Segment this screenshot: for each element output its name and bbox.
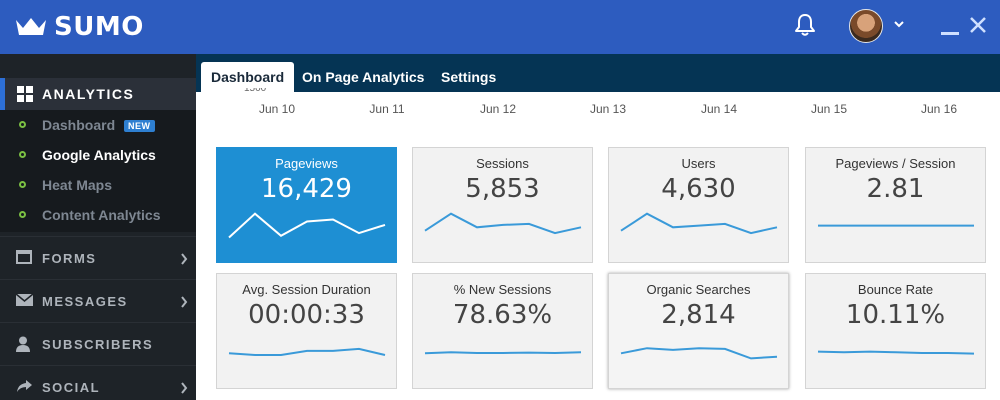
- axis-date-label: Jun 11: [369, 102, 405, 116]
- sidebar-item-label: SUBSCRIBERS: [42, 337, 154, 352]
- sidebar-item-forms[interactable]: FORMS: [0, 236, 196, 279]
- minimize-button[interactable]: [941, 32, 959, 35]
- sparkline: [620, 347, 778, 360]
- top-bar: SUMO: [0, 0, 1000, 54]
- sparkline: [228, 347, 386, 356]
- axis-cut-label: 1500: [244, 88, 266, 94]
- envelope-icon: [16, 293, 33, 306]
- sparkline-chart: [228, 212, 386, 239]
- sidebar-item-messages[interactable]: MESSAGES: [0, 279, 196, 322]
- sparkline: [228, 212, 386, 239]
- stat-card-title: Bounce Rate: [857, 282, 934, 297]
- tab-settings[interactable]: Settings: [441, 69, 497, 85]
- stat-card-users[interactable]: Users 4,630: [608, 147, 789, 263]
- sidebar-item-google-analytics[interactable]: Google Analytics: [0, 140, 196, 170]
- analytics-submenu: Dashboard NEW Google Analytics Heat Maps…: [0, 110, 196, 232]
- sparkline-chart: [424, 351, 582, 355]
- axis-date-label: Jun 10: [258, 102, 296, 116]
- new-badge: NEW: [124, 120, 155, 132]
- stat-card-avg-session-duration[interactable]: Avg. Session Duration 00:00:33: [216, 273, 397, 389]
- axis-date-label: Jun 13: [589, 102, 627, 116]
- sidebar-item-label: MESSAGES: [42, 294, 128, 309]
- stat-card-title: Pageviews / Session: [835, 156, 956, 171]
- bell-icon[interactable]: [794, 13, 816, 37]
- tab-dashboard[interactable]: Dashboard: [201, 62, 295, 92]
- sidebar-item-label: Google Analytics: [42, 147, 156, 163]
- sidebar-item-dashboard[interactable]: Dashboard NEW: [0, 110, 196, 140]
- stat-card-value: 4,630: [661, 174, 736, 204]
- stat-card-value: 78.63%: [452, 300, 553, 330]
- stat-card-value: 00:00:33: [248, 300, 365, 330]
- tab-on-page-analytics[interactable]: On Page Analytics: [302, 69, 425, 85]
- sparkline: [620, 212, 778, 235]
- sidebar-item-subscribers[interactable]: SUBSCRIBERS: [0, 322, 196, 365]
- stat-card-title: % New Sessions: [453, 282, 552, 297]
- sidebar-item-label: Content Analytics: [42, 207, 161, 223]
- sparkline-chart: [424, 212, 582, 235]
- sparkline: [817, 350, 975, 355]
- sumo-logo[interactable]: SUMO: [14, 12, 144, 42]
- sparkline-chart: [817, 350, 975, 355]
- stat-card-new-sessions[interactable]: % New Sessions 78.63%: [412, 273, 593, 389]
- sparkline-chart: [818, 224, 974, 227]
- sparkline-chart: [620, 212, 778, 235]
- sidebar-item-social[interactable]: SOCIAL: [0, 365, 196, 400]
- stat-card-value: 2.81: [866, 174, 925, 204]
- bullet-icon: [19, 181, 26, 188]
- bullet-icon: [19, 121, 26, 128]
- avatar[interactable]: [849, 9, 883, 43]
- axis-date-label: Jun 15: [810, 102, 848, 116]
- tab-bar: Dashboard On Page Analytics Settings: [196, 54, 1000, 92]
- stat-card-title: Pageviews: [275, 156, 338, 171]
- grid-icon: [17, 86, 33, 102]
- sidebar-item-label: FORMS: [42, 251, 97, 266]
- chevron-right-icon: [181, 253, 188, 265]
- stat-card-value: 2,814: [661, 300, 736, 330]
- stat-card-title: Organic Searches: [646, 282, 751, 297]
- crown-icon: [16, 18, 46, 35]
- stat-card-title: Avg. Session Duration: [242, 282, 371, 297]
- sidebar-item-analytics[interactable]: ANALYTICS: [0, 78, 196, 110]
- chevron-right-icon: [181, 382, 188, 394]
- sidebar-item-label: Dashboard: [42, 117, 116, 133]
- stat-card-sessions[interactable]: Sessions 5,853: [412, 147, 593, 263]
- sparkline-chart: [620, 347, 778, 360]
- stat-card-value: 10.11%: [845, 300, 946, 330]
- axis-date-label: Jun 12: [479, 102, 517, 116]
- sparkline-chart: [228, 347, 386, 356]
- stat-card-title: Sessions: [476, 156, 529, 171]
- axis-date-label: Jun 16: [920, 102, 958, 116]
- close-icon[interactable]: [969, 16, 987, 34]
- bullet-icon: [19, 211, 26, 218]
- user-icon: [16, 336, 30, 352]
- sparkline: [424, 212, 582, 235]
- stat-card-value: 16,429: [261, 174, 352, 204]
- chart-date-axis: Jun 10 Jun 11 Jun 12 Jun 13 Jun 14 Jun 1…: [196, 92, 1000, 120]
- sidebar: ANALYTICS Dashboard NEW Google Analytics…: [0, 54, 196, 400]
- share-icon: [17, 380, 32, 392]
- sidebar-item-label: Heat Maps: [42, 177, 113, 193]
- stat-card-organic-searches[interactable]: Organic Searches 2,814: [608, 273, 789, 389]
- stat-card-pageviews-session[interactable]: Pageviews / Session 2.81: [805, 147, 986, 263]
- sparkline: [424, 351, 582, 355]
- stat-card-bounce-rate[interactable]: Bounce Rate 10.11%: [805, 273, 986, 389]
- bullet-icon: [19, 151, 26, 158]
- stat-card-value: 5,853: [465, 174, 540, 204]
- stat-card-pageviews[interactable]: Pageviews 16,429: [216, 147, 397, 263]
- stat-card-title: Users: [681, 156, 716, 171]
- main-content: Dashboard On Page Analytics Settings Jun…: [196, 54, 1000, 400]
- chevron-right-icon: [181, 296, 188, 308]
- sidebar-item-label: SOCIAL: [42, 380, 101, 395]
- sidebar-item-label: ANALYTICS: [42, 86, 135, 102]
- sidebar-item-content-analytics[interactable]: Content Analytics: [0, 200, 196, 230]
- axis-date-label: Jun 14: [700, 102, 738, 116]
- form-icon: [16, 250, 32, 264]
- sidebar-item-heat-maps[interactable]: Heat Maps: [0, 170, 196, 200]
- app-name: SUMO: [54, 12, 144, 42]
- chevron-down-icon[interactable]: [894, 20, 904, 28]
